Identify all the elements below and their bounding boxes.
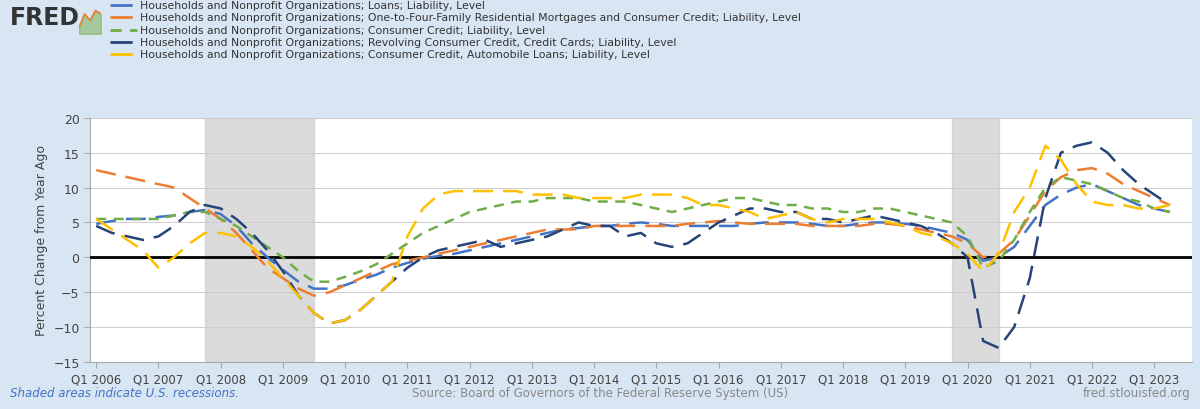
Text: Households and Nonprofit Organizations; Revolving Consumer Credit, Credit Cards;: Households and Nonprofit Organizations; … — [140, 38, 677, 48]
Text: Households and Nonprofit Organizations; Consumer Credit, Automobile Loans; Liabi: Households and Nonprofit Organizations; … — [140, 50, 650, 60]
Text: FRED: FRED — [10, 6, 79, 30]
Text: Shaded areas indicate U.S. recessions.: Shaded areas indicate U.S. recessions. — [10, 386, 239, 399]
Y-axis label: Percent Change from Year Ago: Percent Change from Year Ago — [35, 145, 48, 335]
Text: Households and Nonprofit Organizations; Loans; Liability, Level: Households and Nonprofit Organizations; … — [140, 1, 485, 11]
Text: Households and Nonprofit Organizations; One-to-Four-Family Residential Mortgages: Households and Nonprofit Organizations; … — [140, 13, 802, 23]
Text: fred.stlouisfed.org: fred.stlouisfed.org — [1082, 386, 1190, 399]
Bar — [952, 119, 998, 362]
Bar — [205, 119, 314, 362]
Text: Source: Board of Governors of the Federal Reserve System (US): Source: Board of Governors of the Federa… — [412, 386, 788, 399]
Text: Households and Nonprofit Organizations; Consumer Credit; Liability, Level: Households and Nonprofit Organizations; … — [140, 26, 546, 36]
